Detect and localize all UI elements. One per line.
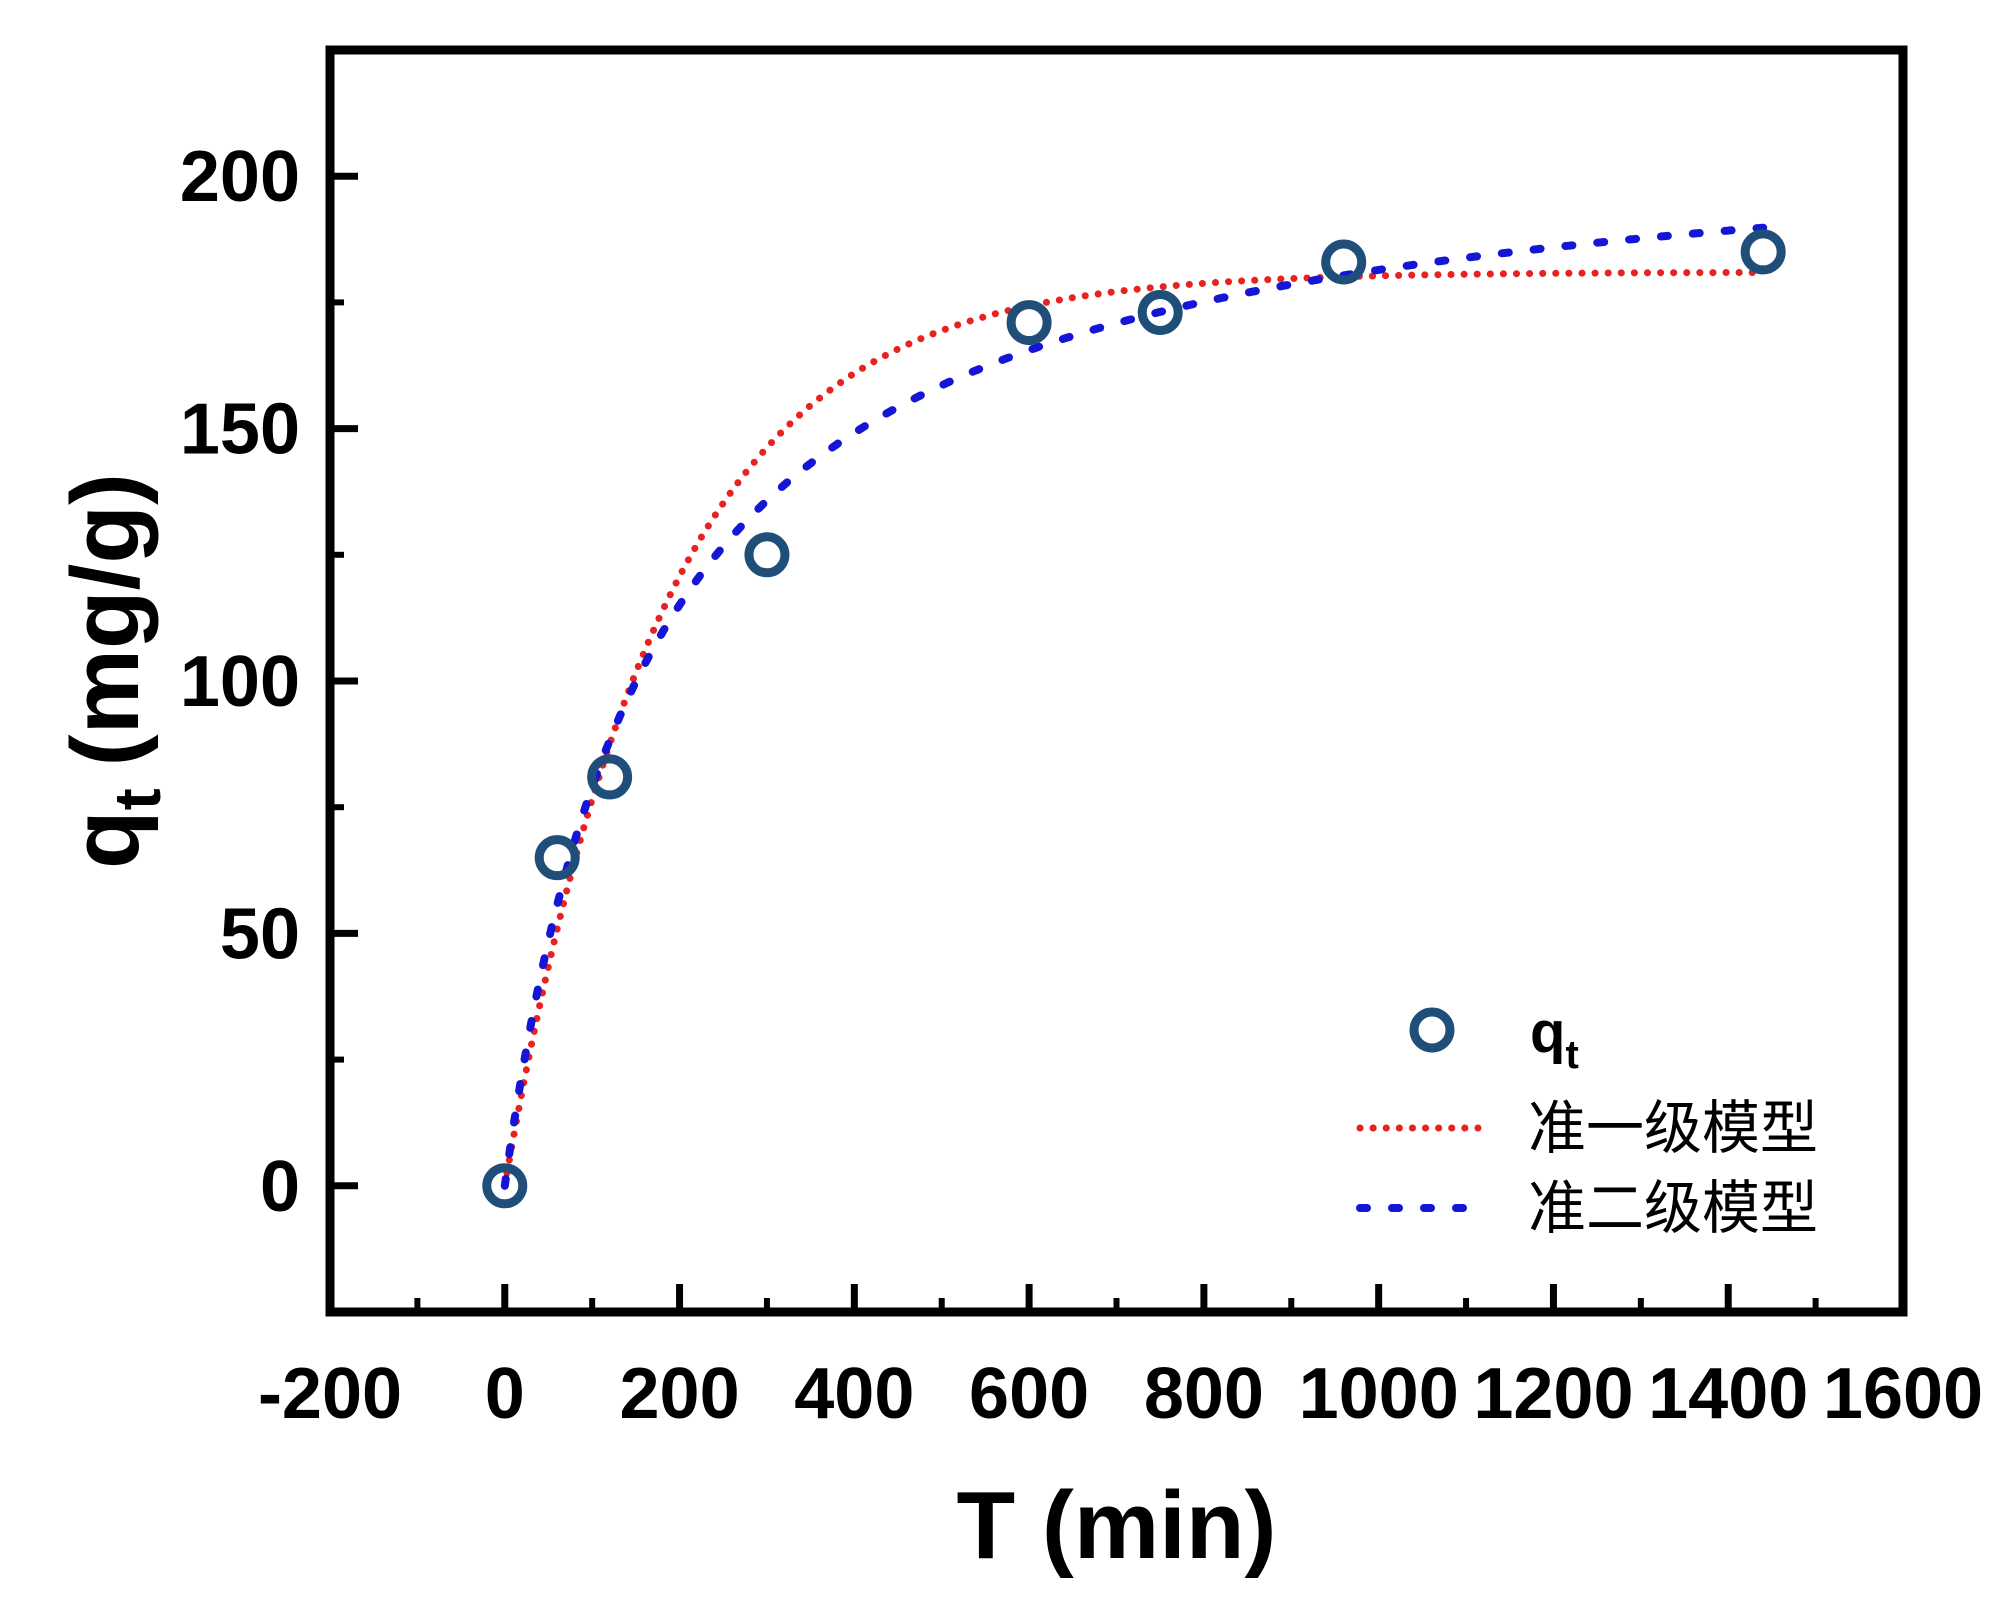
x-tick-label: 400 (794, 1354, 914, 1434)
x-tick-label: 600 (969, 1354, 1089, 1434)
series-pfo-line (501, 268, 1767, 1190)
legend-label-pfo: 准一级模型 (1528, 1094, 1818, 1162)
data-point (1321, 239, 1367, 285)
x-tick-label: 1000 (1299, 1354, 1459, 1434)
x-tick-label: 200 (619, 1354, 739, 1434)
legend-label-pso: 准二级模型 (1528, 1174, 1818, 1242)
y-tick-label: 200 (180, 137, 300, 217)
y-tick-label: 0 (260, 1147, 300, 1227)
y-tick-label: 100 (180, 642, 300, 722)
y-axis-title: qt (mg/g) (52, 473, 174, 869)
legend-label-qt-sub: t (1565, 1033, 1578, 1077)
x-tick-label: -200 (258, 1354, 402, 1434)
data-point (1006, 300, 1052, 346)
x-tick-label: 1400 (1648, 1354, 1808, 1434)
x-tick-label: 1600 (1823, 1354, 1983, 1434)
x-tick-label: 800 (1144, 1354, 1264, 1434)
x-tick-label: 0 (485, 1354, 525, 1434)
x-axis: -200 0 200 400 600 800 1000 1200 1400 1600 (258, 1284, 1983, 1434)
legend-label-qt: qt (1530, 1000, 1579, 1077)
series-pso-line (500, 223, 1768, 1190)
data-point (1137, 289, 1183, 335)
data-point (1740, 229, 1786, 275)
legend: qt 准一级模型 准二级模型 (1356, 1000, 1818, 1242)
y-axis-title-unit: (mg/g) (52, 473, 159, 766)
y-tick-label: 50 (220, 894, 300, 974)
data-point (482, 1163, 528, 1209)
y-tick-label: 150 (180, 390, 300, 470)
legend-label-qt-main: q (1530, 1000, 1565, 1065)
y-axis-title-main: q (52, 810, 159, 869)
data-point (587, 754, 633, 800)
x-tick-label: 1200 (1473, 1354, 1633, 1434)
x-axis-title: T (min) (957, 1472, 1277, 1579)
legend-marker-qt (1409, 1007, 1455, 1053)
data-point (534, 835, 580, 881)
data-point (744, 532, 790, 578)
y-axis-title-sub: t (100, 788, 174, 810)
y-axis: 0 50 100 150 200 (180, 137, 358, 1227)
fit-curves (500, 223, 1768, 1190)
data-points (482, 229, 1786, 1209)
